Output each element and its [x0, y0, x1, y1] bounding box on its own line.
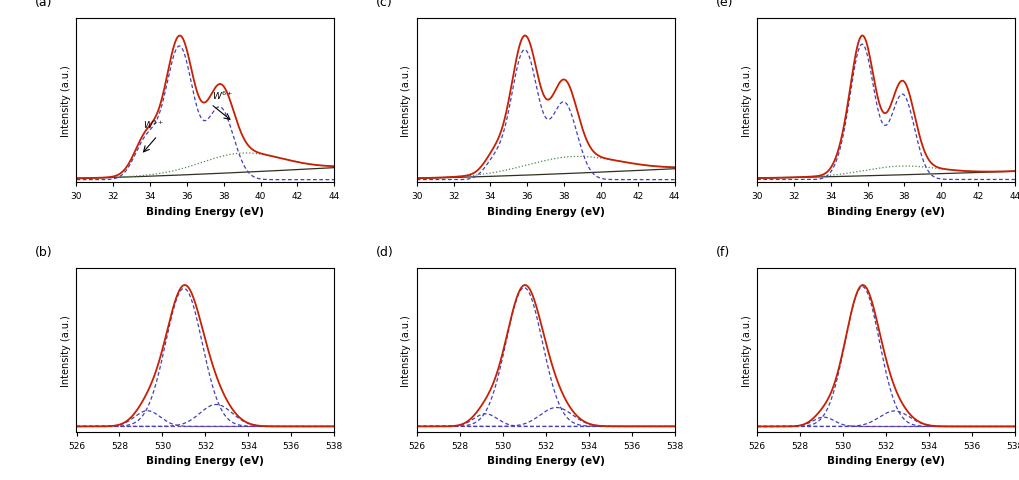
Text: (f): (f) [715, 245, 730, 258]
X-axis label: Binding Energy (eV): Binding Energy (eV) [147, 206, 264, 216]
X-axis label: Binding Energy (eV): Binding Energy (eV) [826, 206, 944, 216]
Y-axis label: Intensity (a.u.): Intensity (a.u.) [400, 314, 411, 386]
Text: $W^{5+}$: $W^{5+}$ [143, 119, 164, 131]
Text: (a): (a) [36, 0, 53, 10]
Text: (d): (d) [375, 245, 393, 258]
Text: (b): (b) [36, 245, 53, 258]
Text: (c): (c) [375, 0, 392, 10]
Text: (e): (e) [715, 0, 733, 10]
X-axis label: Binding Energy (eV): Binding Energy (eV) [826, 456, 944, 466]
Y-axis label: Intensity (a.u.): Intensity (a.u.) [741, 314, 751, 386]
Text: $W^{6+}$: $W^{6+}$ [212, 90, 233, 102]
Y-axis label: Intensity (a.u.): Intensity (a.u.) [61, 314, 71, 386]
Y-axis label: Intensity (a.u.): Intensity (a.u.) [741, 65, 751, 137]
Y-axis label: Intensity (a.u.): Intensity (a.u.) [61, 65, 71, 137]
X-axis label: Binding Energy (eV): Binding Energy (eV) [486, 456, 604, 466]
X-axis label: Binding Energy (eV): Binding Energy (eV) [486, 206, 604, 216]
X-axis label: Binding Energy (eV): Binding Energy (eV) [147, 456, 264, 466]
Y-axis label: Intensity (a.u.): Intensity (a.u.) [400, 65, 411, 137]
